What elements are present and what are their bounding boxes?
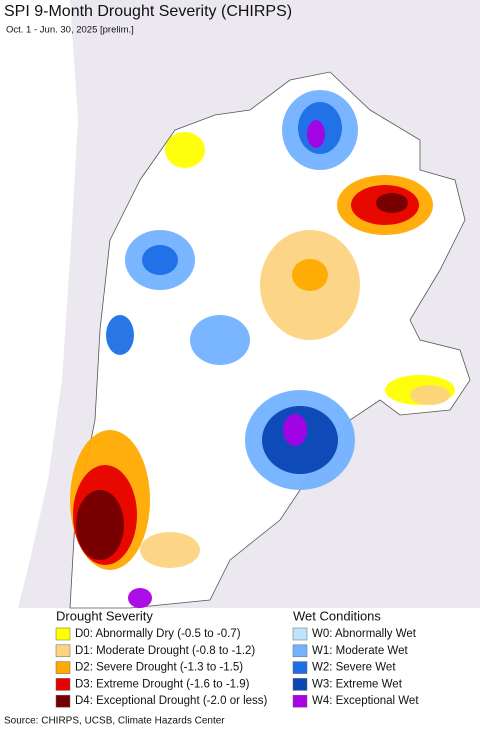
wet-area [307, 120, 325, 148]
legend-label: W0: Abnormally Wet [312, 628, 417, 640]
anomaly-areas [70, 90, 455, 608]
wet-area [142, 245, 178, 275]
legend-swatch [55, 661, 71, 674]
dry-area [410, 385, 450, 405]
wet-area [106, 315, 134, 355]
legend-label: W1: Moderate Wet [312, 645, 408, 657]
map [0, 0, 480, 609]
legend-swatch [55, 644, 71, 658]
legend-label: D3: Extreme Drought (-1.6 to -1.9) [75, 678, 250, 690]
title: SPI 9-Month Drought Severity (CHIRPS) [4, 3, 292, 20]
legend-swatch [55, 627, 71, 641]
legend-swatch [292, 644, 308, 658]
legend-swatch [292, 678, 308, 691]
source: Source: CHIRPS, UCSB, Climate Hazards Ce… [4, 716, 225, 727]
legend-swatch [292, 661, 308, 674]
legend-label: W2: Severe Wet [312, 662, 396, 674]
dry-area [376, 193, 408, 213]
dry-area [140, 532, 200, 568]
legend-label: D0: Abnormally Dry (-0.5 to -0.7) [75, 628, 241, 640]
legend-swatch [292, 627, 308, 641]
legend-label: D4: Exceptional Drought (-2.0 or less) [75, 695, 268, 707]
dry-area [292, 259, 328, 291]
wet-area [190, 315, 250, 365]
wet-area [283, 414, 307, 446]
dry-area [165, 132, 205, 168]
wet-area [128, 588, 152, 608]
legend-swatch [292, 694, 308, 708]
legend-swatch [55, 694, 71, 708]
legend-swatch [55, 678, 71, 691]
legend-label: W4: Exceptional Wet [312, 695, 419, 707]
subtitle: Oct. 1 - Jun. 30, 2025 [prelim.] [6, 25, 134, 36]
legend-title: Drought Severity [56, 608, 153, 623]
legend-label: W3: Extreme Wet [312, 678, 403, 690]
legend-label: D1: Moderate Drought (-0.8 to -1.2) [75, 645, 255, 657]
legend-title: Wet Conditions [293, 608, 381, 623]
ocean [0, 0, 78, 608]
dry-area [76, 490, 124, 560]
legend-label: D2: Severe Drought (-1.3 to -1.5) [75, 662, 243, 674]
